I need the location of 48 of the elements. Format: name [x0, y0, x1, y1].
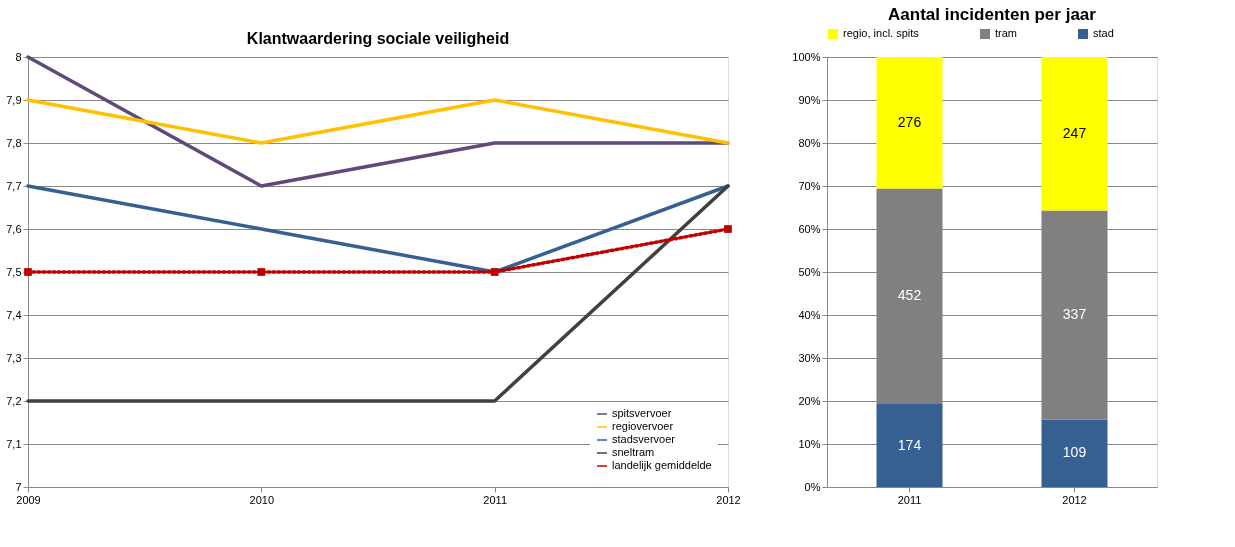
y-tick-label: 80%: [798, 136, 821, 149]
y-tick-label: 8: [15, 50, 22, 63]
annotation: 452: [897, 287, 922, 304]
x-tick-label: 2009: [16, 493, 41, 506]
legend-label: stad: [1093, 27, 1114, 39]
bar: [1041, 419, 1108, 487]
annotation: 247: [1062, 124, 1087, 141]
annotation: 337: [1062, 306, 1087, 322]
annotation: 276: [897, 113, 922, 130]
y-tick-label: 40%: [798, 308, 821, 321]
x-tick-label: 2011: [483, 493, 507, 506]
annotation: 109: [1062, 444, 1087, 461]
bar: [1041, 57, 1108, 211]
y-tick-label: 7,1: [6, 437, 22, 450]
annotation: 174: [897, 436, 922, 453]
y-tick-label: 7: [15, 480, 22, 493]
chart-title: Aantal incidenten per jaar: [888, 5, 1097, 24]
y-tick-label: 50%: [798, 265, 821, 278]
y-tick-label: 20%: [798, 394, 821, 407]
y-tick-label: 90%: [798, 93, 821, 106]
legend-label: stadsvervoer: [612, 433, 676, 445]
y-tick-label: 7,3: [6, 351, 22, 364]
x-tick-label: 2010: [249, 493, 275, 506]
x-tick-label: 2011: [897, 493, 922, 506]
y-tick-label: 60%: [798, 222, 821, 235]
y-tick-label: 30%: [798, 351, 821, 364]
y-tick-label: 7,7: [6, 179, 22, 192]
legend-label: tram: [995, 27, 1017, 39]
y-tick-label: 100%: [792, 50, 821, 63]
bar: [876, 404, 943, 487]
legend-label: spitsvervoer: [612, 407, 672, 419]
y-tick-label: 7,4: [6, 308, 22, 321]
y-tick-label: 7,9: [6, 93, 22, 106]
y-tick-label: 7,5: [6, 265, 22, 278]
y-tick-label: 70%: [798, 179, 821, 192]
y-tick-label: 7,6: [6, 222, 22, 235]
legend-label: landelijk gemiddelde: [612, 459, 712, 471]
bar: [876, 57, 943, 189]
legend-label: regio, incl. spits: [843, 27, 920, 39]
y-tick-label: 7,8: [6, 136, 22, 149]
x-tick-label: 2012: [716, 493, 741, 506]
legend-label: regiovervoer: [612, 420, 674, 432]
y-tick-label: 10%: [798, 437, 821, 450]
y-tick-label: 7,2: [6, 394, 22, 407]
y-tick-label: 0%: [804, 480, 821, 493]
legend-label: sneltram: [612, 446, 655, 458]
chart-title: Klantwaardering sociale veiligheid: [246, 30, 510, 47]
x-tick-label: 2012: [1062, 493, 1087, 506]
